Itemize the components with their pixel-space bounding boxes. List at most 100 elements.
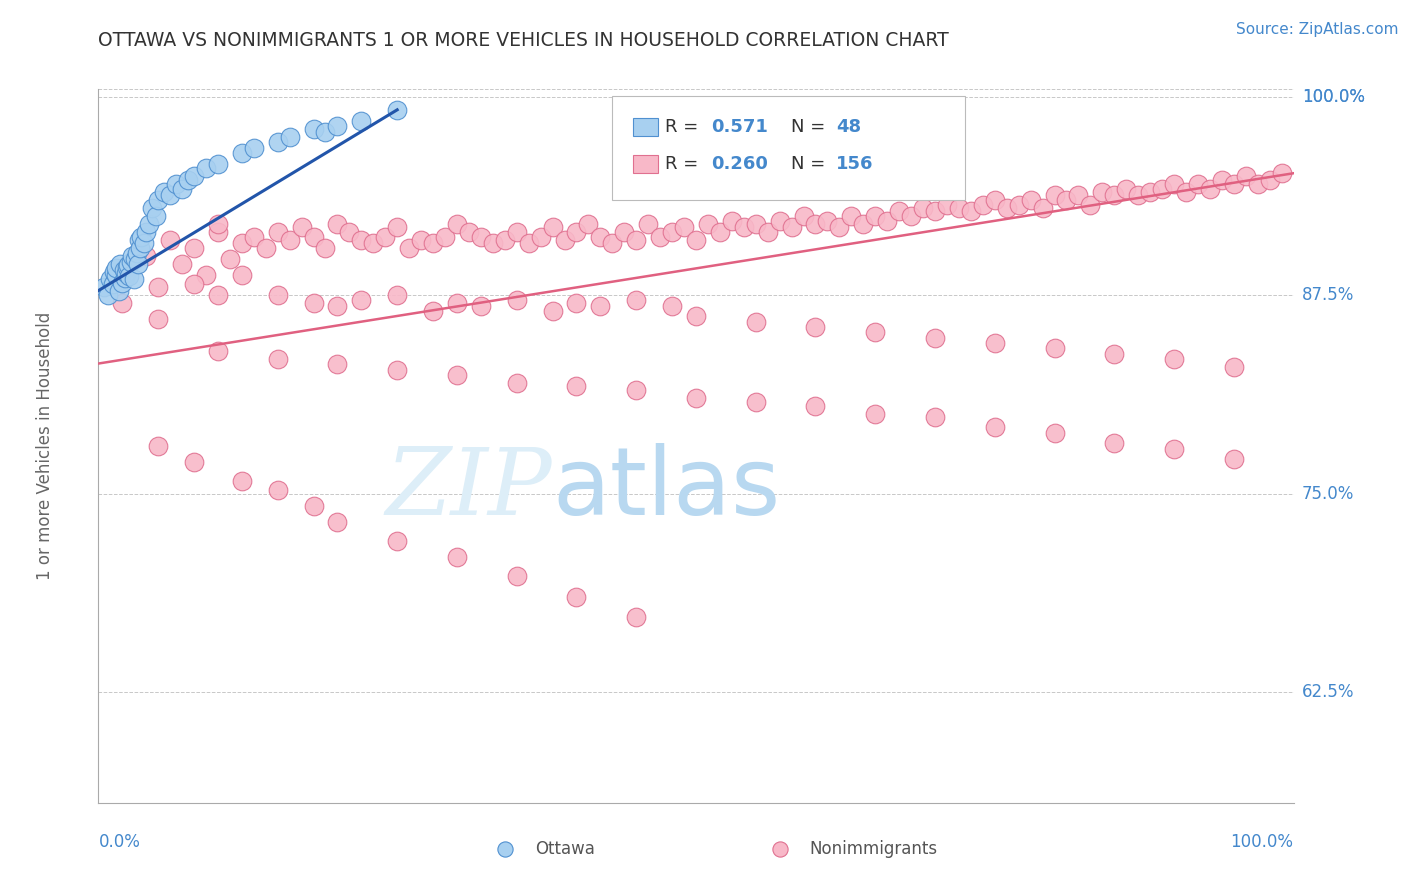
Point [661,300,683,314]
Point [1258,172,1281,186]
Point [1199,182,1222,196]
Point [865,325,887,339]
Point [1032,201,1054,215]
Point [124,272,146,286]
Point [183,277,205,292]
Point [637,217,659,231]
Point [385,103,409,117]
Point [1223,451,1246,466]
Point [207,288,229,302]
Point [1008,198,1031,212]
Point [231,145,253,160]
Point [1152,182,1174,196]
Point [108,257,131,271]
Point [159,233,181,247]
Point [177,172,200,186]
Point [900,209,922,223]
Point [602,235,624,250]
Point [1128,188,1150,202]
Point [112,263,135,277]
Point [195,268,218,282]
Point [446,217,468,231]
Point [97,288,120,302]
Point [865,407,887,421]
Point [267,135,290,149]
Point [302,296,325,310]
Text: 62.5%: 62.5% [1302,682,1354,701]
Point [127,257,149,271]
Point [589,229,612,244]
Point [138,217,160,231]
Text: 156: 156 [837,155,875,173]
Point [207,157,229,171]
Point [302,229,325,244]
Text: 75.0%: 75.0% [1302,484,1354,502]
Point [470,229,492,244]
Point [207,217,229,231]
Point [876,214,898,228]
Point [153,186,176,200]
Point [422,235,444,250]
Point [1080,198,1102,212]
Point [422,304,444,318]
Point [613,225,636,239]
Point [101,277,124,292]
Text: 1 or more Vehicles in Household: 1 or more Vehicles in Household [35,312,53,580]
Point [721,214,744,228]
Point [93,280,115,294]
Point [385,363,409,377]
Point [1187,178,1209,192]
Point [780,220,803,235]
Point [506,569,529,583]
Point [129,241,152,255]
Bar [633,155,658,173]
Point [385,534,409,549]
Text: R =: R = [665,118,704,136]
Point [105,261,128,276]
Point [278,233,301,247]
Point [105,268,128,282]
Bar [633,118,658,136]
Point [148,439,170,453]
Text: 0.571: 0.571 [711,118,768,136]
Point [984,335,1007,350]
Point [411,233,433,247]
Point [541,304,564,318]
Point [231,474,253,488]
Point [1223,359,1246,374]
Point [745,315,768,329]
Point [470,300,492,314]
Text: OTTAWA VS NONIMMIGRANTS 1 OR MORE VEHICLES IN HOUSEHOLD CORRELATION CHART: OTTAWA VS NONIMMIGRANTS 1 OR MORE VEHICL… [98,31,949,50]
Point [132,235,155,250]
Point [115,260,138,274]
Point [195,161,218,176]
Point [315,125,337,139]
Point [302,121,325,136]
Point [1234,169,1257,184]
Point [446,368,468,382]
Point [148,312,170,326]
Point [554,233,576,247]
Point [911,201,934,215]
Point [128,233,150,247]
Point [481,235,505,250]
Point [865,209,887,223]
Point [231,268,253,282]
Point [148,193,170,207]
Point [768,214,790,228]
Point [565,225,588,239]
Point [159,188,181,202]
Point [374,229,396,244]
Point [517,235,540,250]
Point [398,241,420,255]
Text: 0.260: 0.260 [711,155,768,173]
Point [103,264,125,278]
Point [948,201,970,215]
Point [506,376,529,390]
Point [350,293,373,307]
Point [326,119,349,133]
Point [131,229,153,244]
Point [315,241,337,255]
Point [117,258,139,272]
Point [697,217,720,231]
